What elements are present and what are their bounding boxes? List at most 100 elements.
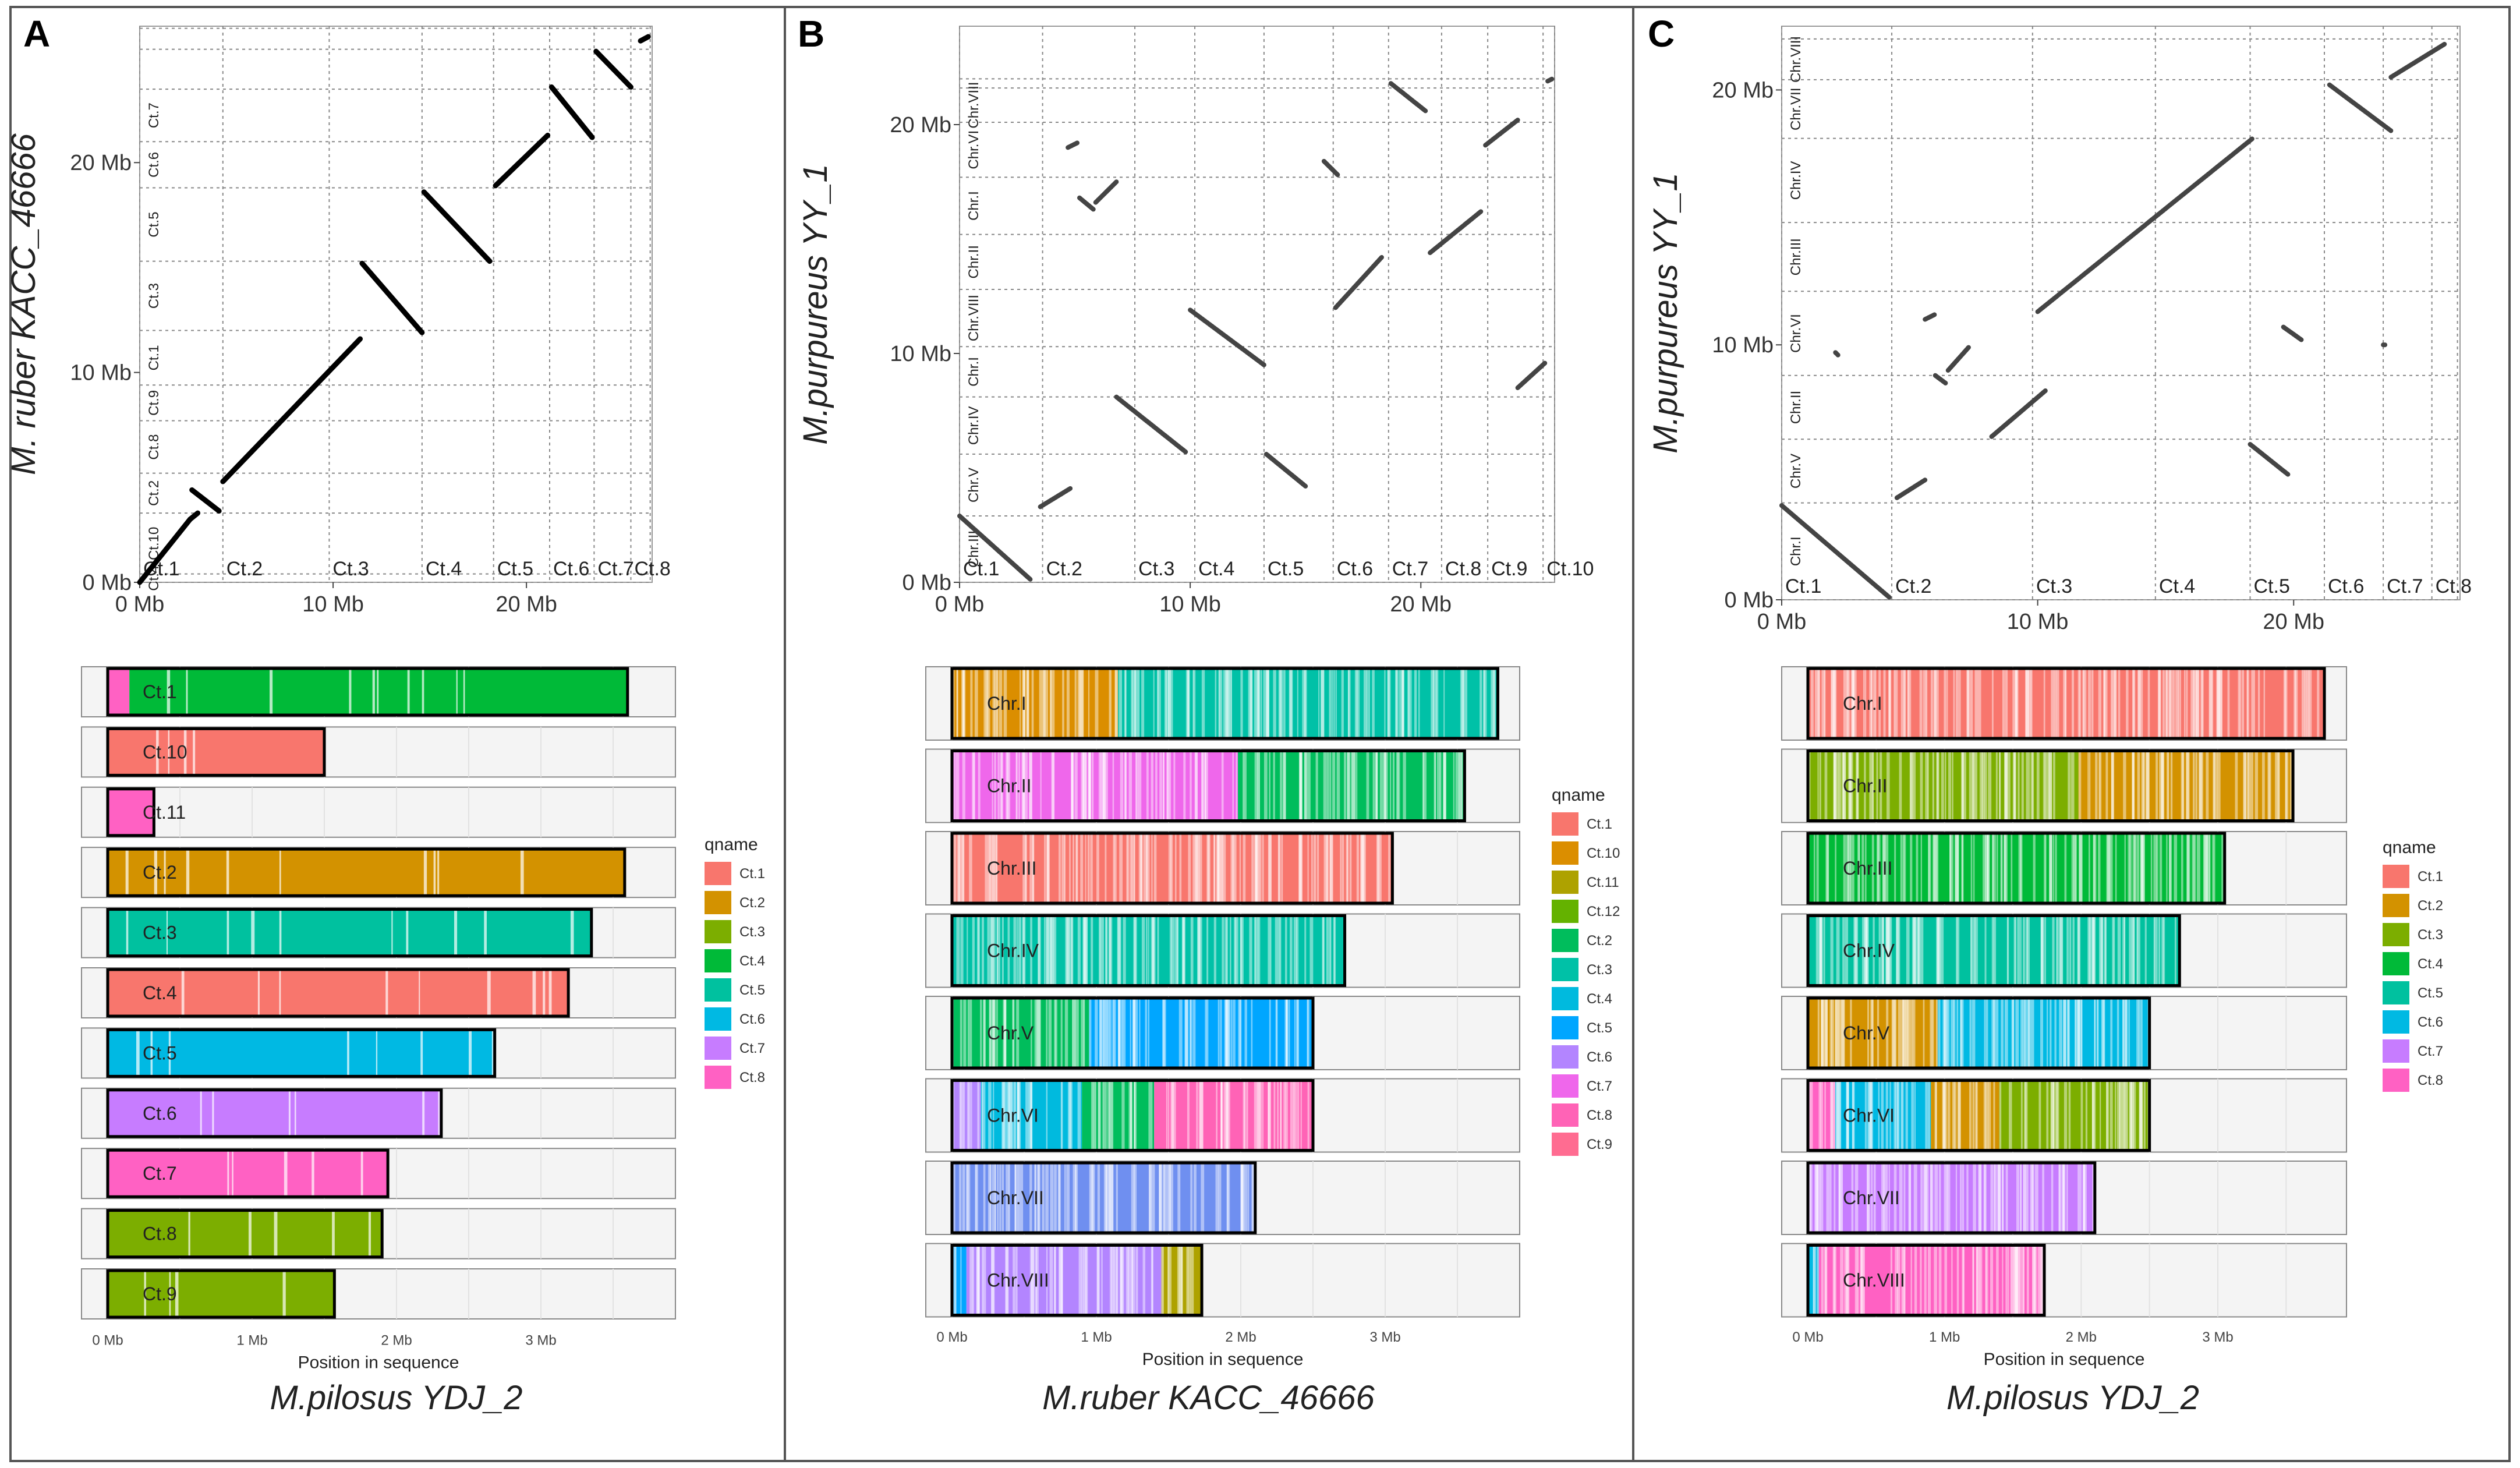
bar-x-tick-label: 0 Mb — [1792, 1329, 1823, 1345]
bar-outline — [106, 1209, 384, 1259]
bar-label: Ct.5 — [143, 1042, 177, 1063]
y-tick-label: 20 Mb — [890, 113, 951, 137]
legend-label: Ct.4 — [739, 953, 765, 969]
dotplot-frame — [1781, 26, 2461, 600]
bar-segment — [1808, 669, 2325, 738]
legend-label: Ct.2 — [1587, 933, 1612, 949]
x-contig-label: Ct.2 — [226, 558, 263, 580]
bar-segment — [966, 1246, 1162, 1315]
bar-segment — [1808, 1163, 2095, 1232]
alignment-segment — [187, 510, 201, 522]
legend-label: Ct.5 — [2418, 985, 2443, 1001]
y-contig-label: Ct.7 — [146, 102, 162, 128]
x-tick-label: 0 Mb — [1757, 610, 1806, 634]
bar-outline — [1806, 667, 2326, 740]
bar-label: Chr.III — [1843, 858, 1892, 879]
bar-label: Ct.2 — [143, 862, 177, 883]
bar-segment — [108, 669, 130, 714]
bar-x-tick-label: 3 Mb — [525, 1332, 556, 1348]
bar-segment — [1808, 751, 2079, 820]
bar-label: Chr.VIII — [1843, 1270, 1905, 1291]
legend-label: Ct.2 — [2418, 898, 2443, 914]
legend-swatch — [2383, 894, 2409, 917]
bar-outline — [1806, 914, 2181, 987]
y-contig-label: Chr.III — [1788, 238, 1804, 275]
bar-label: Chr.IV — [1843, 940, 1895, 961]
y-tick-label: 10 Mb — [1712, 333, 1774, 358]
bar-label: Chr.VI — [1843, 1105, 1895, 1126]
legend-swatch — [705, 862, 731, 885]
bar-label: Ct.3 — [143, 922, 177, 943]
legend-label: Ct.3 — [1587, 962, 1612, 978]
y-tick-label: 0 Mb — [902, 571, 951, 595]
x-contig-label: Ct.3 — [1138, 558, 1174, 580]
legend-label: Ct.8 — [1587, 1108, 1612, 1123]
bar-segment — [1808, 1246, 1819, 1315]
bar-segment — [108, 850, 625, 896]
alignment-segment — [421, 189, 493, 264]
bar-segment — [952, 834, 1393, 903]
legend-swatch — [1552, 1045, 1578, 1069]
bar-label: Chr.I — [987, 693, 1027, 714]
x-tick-label: 10 Mb — [2007, 610, 2069, 634]
bar-outline — [106, 908, 593, 958]
legend-swatch — [2383, 1010, 2409, 1034]
y-contig-label: Chr.IV — [1788, 161, 1804, 200]
x-tick-label: 0 Mb — [935, 592, 984, 617]
bar-segment — [952, 1163, 1255, 1232]
bar-segment — [1835, 1081, 1931, 1150]
legend-swatch — [2383, 981, 2409, 1004]
alignment-segment — [957, 514, 1034, 583]
coverage-bars: Chr.I Chr.II Chr.III Chr.IV Chr.V Chr.VI Chr.V… — [925, 666, 1520, 1369]
x-contig-label: Ct.5 — [497, 558, 533, 580]
x-contig-label: Ct.10 — [1546, 558, 1594, 580]
bar-outline — [950, 1079, 1315, 1152]
alignment-segment — [548, 84, 595, 140]
bar-segment — [1808, 1081, 1835, 1150]
legend-swatch — [2383, 1039, 2409, 1063]
y-axis-title: M.purpureus YY_1 — [1647, 172, 1684, 454]
legend-label: Ct.9 — [1587, 1137, 1612, 1152]
bar-outline — [950, 749, 1466, 822]
dotplot: Ct.1 Ct.2 Ct.3 Ct.4 Ct.5 Ct.6 Ct.7 Ct.8Ct.4Ct.1… — [70, 26, 671, 617]
y-contig-label: Ct.1 — [146, 345, 162, 370]
bar-segment — [108, 729, 324, 775]
bar-segment — [108, 970, 569, 1016]
alignment-segment — [220, 336, 363, 484]
bar-segment — [1089, 999, 1313, 1067]
bar-outline — [950, 914, 1347, 987]
x-contig-label: Ct.6 — [553, 558, 589, 580]
x-contig-label: Ct.6 — [1337, 558, 1373, 580]
bar-outline — [106, 1148, 390, 1198]
bar-segment — [2078, 751, 2150, 820]
legend-label: Ct.5 — [739, 982, 765, 998]
x-tick-label: 20 Mb — [495, 592, 557, 617]
bar-segment — [1161, 1246, 1202, 1315]
x-axis-title: M.pilosus YDJ_2 — [270, 1379, 522, 1417]
alignment-segment — [1933, 373, 1948, 385]
legend-label: Ct.4 — [2418, 956, 2443, 972]
bar-segment — [1808, 999, 1938, 1067]
bar-segment — [1238, 751, 1465, 820]
y-contig-label: Chr.I — [966, 357, 982, 387]
bar-label: Ct.11 — [143, 802, 186, 823]
legend-label: Ct.1 — [1587, 816, 1612, 832]
y-contig-label: Ct.5 — [146, 212, 162, 238]
bar-x-tick-label: 3 Mb — [1369, 1329, 1400, 1345]
bar-label: Ct.4 — [143, 982, 177, 1003]
y-tick-label: 0 Mb — [83, 571, 132, 595]
bar-segment — [1082, 1081, 1155, 1150]
bar-x-tick-label: 2 Mb — [1225, 1329, 1256, 1345]
dotplot: Ct.1 Ct.2 Ct.3 Ct.4 Ct.5 Ct.6 Ct.7 Ct.8 Ct.9 Ct.1… — [890, 26, 1594, 617]
bar-outline — [950, 1161, 1257, 1234]
y-tick-label: 20 Mb — [1712, 78, 1774, 102]
legend-label: Ct.8 — [739, 1070, 765, 1085]
x-contig-label: Ct.1 — [1785, 575, 1821, 597]
alignment-segment — [1515, 360, 1548, 390]
legend-swatch — [1552, 841, 1578, 865]
bar-segment — [2149, 751, 2294, 820]
bar-segment — [108, 1271, 335, 1317]
legend-swatch — [1552, 987, 1578, 1010]
y-contig-label: Ct.6 — [146, 152, 162, 178]
